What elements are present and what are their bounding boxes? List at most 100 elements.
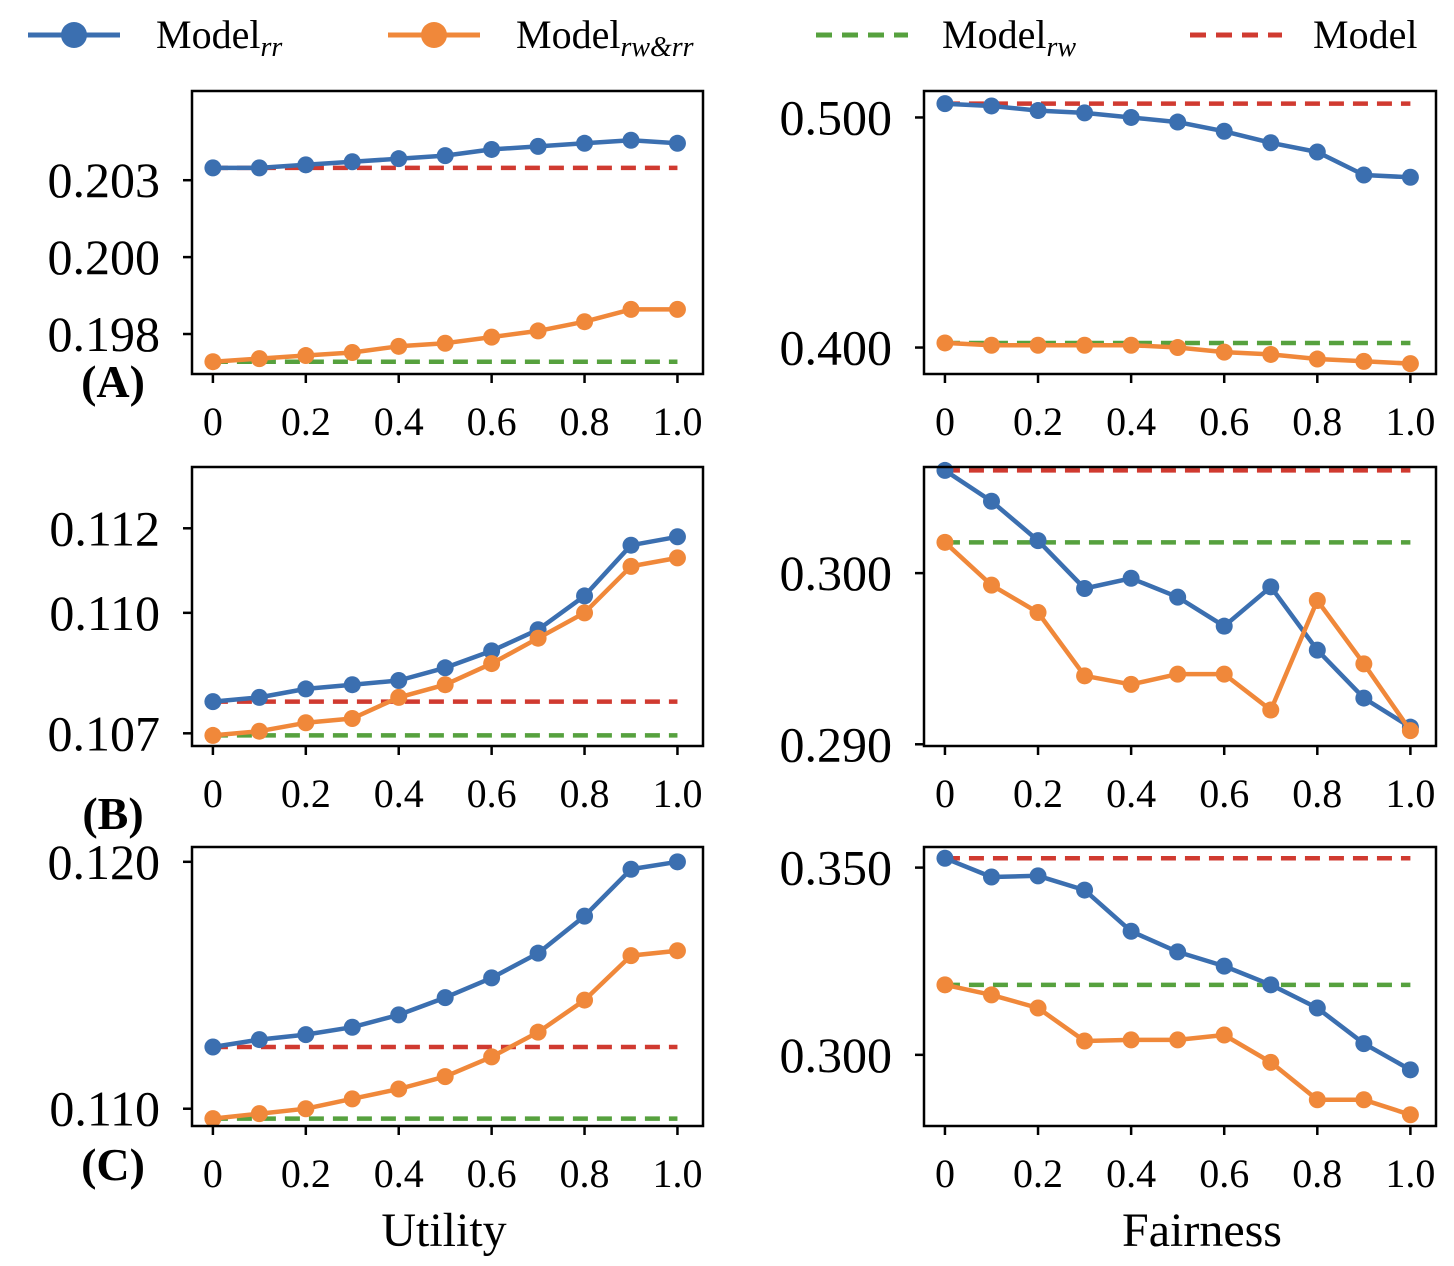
chart-panel-B-fairness: 0.290 0.300 0 0.2 0.4 0.6 0.8 1.0 — [780, 461, 1438, 816]
data-point — [297, 714, 315, 732]
x-tick-label: 0.4 — [374, 771, 424, 816]
data-point — [1215, 665, 1233, 683]
data-point — [436, 659, 454, 677]
x-tick-label: 0.2 — [281, 771, 331, 816]
chart-panel-A-fairness: 0.400 0.500 0 0.2 0.4 0.6 0.8 1.0 — [780, 89, 1438, 444]
data-point — [529, 944, 547, 962]
data-point — [204, 159, 222, 177]
x-tick-label: 0.4 — [1106, 399, 1156, 444]
data-point — [343, 676, 361, 694]
data-point — [1029, 867, 1047, 885]
data-point — [622, 300, 640, 318]
data-point — [1215, 957, 1233, 975]
row-label: (A) — [81, 356, 145, 407]
x-tick-label: 0.2 — [1013, 771, 1063, 816]
data-point — [483, 969, 501, 987]
data-point — [936, 976, 954, 994]
y-tick-label: 0.120 — [48, 834, 161, 890]
data-point — [1122, 108, 1140, 126]
data-point — [982, 868, 1000, 886]
y-tick-label: 0.203 — [48, 152, 161, 208]
data-point — [622, 536, 640, 554]
data-point — [1355, 166, 1373, 184]
data-point — [1401, 355, 1419, 373]
legend-label-subscript: rr — [260, 32, 282, 63]
data-point — [622, 131, 640, 149]
x-tick-label: 0 — [203, 771, 223, 816]
data-point — [204, 1110, 222, 1128]
data-point — [436, 989, 454, 1007]
y-tick-label: 0.400 — [780, 320, 893, 376]
data-point — [1029, 102, 1047, 120]
x-tick-label: 0.8 — [1292, 399, 1342, 444]
y-tick-label: 0.200 — [48, 229, 161, 285]
y-tick-label: 0.350 — [780, 840, 893, 896]
x-tick-label: 1.0 — [1385, 399, 1435, 444]
legend-label: Modelrw — [942, 12, 1076, 63]
x-tick-label: 0.4 — [374, 399, 424, 444]
data-point — [1355, 1035, 1373, 1053]
data-point — [1215, 122, 1233, 140]
x-tick-label: 0.8 — [560, 771, 610, 816]
data-point — [436, 676, 454, 694]
data-point — [622, 947, 640, 965]
data-point — [1169, 588, 1187, 606]
data-point — [982, 576, 1000, 594]
data-point — [390, 688, 408, 706]
data-point — [1076, 881, 1094, 899]
legend-label: Model — [1313, 12, 1417, 57]
data-point — [576, 313, 594, 331]
data-point — [576, 991, 594, 1009]
x-tick-label: 0.8 — [1292, 1151, 1342, 1196]
data-point — [576, 604, 594, 622]
data-point — [1122, 336, 1140, 354]
data-point — [1169, 1031, 1187, 1049]
legend-entry: Modelrr — [28, 12, 282, 63]
data-point — [1076, 1032, 1094, 1050]
x-tick-label: 0.2 — [1013, 399, 1063, 444]
data-point — [936, 95, 954, 113]
data-point — [936, 461, 954, 479]
x-tick-label: 0.6 — [1199, 771, 1249, 816]
data-point — [483, 140, 501, 158]
data-point — [529, 322, 547, 340]
series-line-Model_rw&rr — [944, 982, 1412, 1117]
data-point — [1262, 134, 1280, 152]
data-point — [343, 1018, 361, 1036]
legend-label-subscript: rw&rr — [620, 32, 693, 63]
x-tick-label: 0.8 — [1292, 771, 1342, 816]
y-tick-label: 0.500 — [780, 89, 893, 145]
axes-frame — [190, 465, 705, 748]
data-point — [1262, 1053, 1280, 1071]
data-point — [483, 642, 501, 660]
data-point — [436, 334, 454, 352]
data-point — [390, 337, 408, 355]
data-point — [936, 533, 954, 551]
x-tick-label: 0.6 — [467, 1151, 517, 1196]
y-tick-label: 0.110 — [49, 585, 160, 641]
legend-label-main: Model — [1313, 12, 1417, 57]
data-point — [1215, 1026, 1233, 1044]
legend-label: Modelrr — [156, 12, 282, 63]
data-point — [390, 1080, 408, 1098]
data-point — [982, 97, 1000, 115]
data-point — [343, 1090, 361, 1108]
x-tick-label: 0.8 — [560, 1151, 610, 1196]
x-tick-label: 0.2 — [1013, 1151, 1063, 1196]
data-point — [343, 343, 361, 361]
x-tick-label: 0.4 — [1106, 771, 1156, 816]
data-point — [1029, 603, 1047, 621]
legend-marker — [421, 22, 447, 48]
data-point — [1308, 143, 1326, 161]
x-tick-label: 0.8 — [560, 399, 610, 444]
x-axis-label-utility: Utility — [381, 1204, 506, 1257]
x-tick-label: 0 — [935, 399, 955, 444]
legend-label-main: Model — [516, 12, 620, 57]
data-point — [250, 688, 268, 706]
data-point — [1262, 345, 1280, 363]
data-point — [297, 1026, 315, 1044]
data-point — [936, 849, 954, 867]
data-point — [1169, 943, 1187, 961]
data-point — [529, 1023, 547, 1041]
legend-label: Modelrw&rr — [516, 12, 694, 63]
